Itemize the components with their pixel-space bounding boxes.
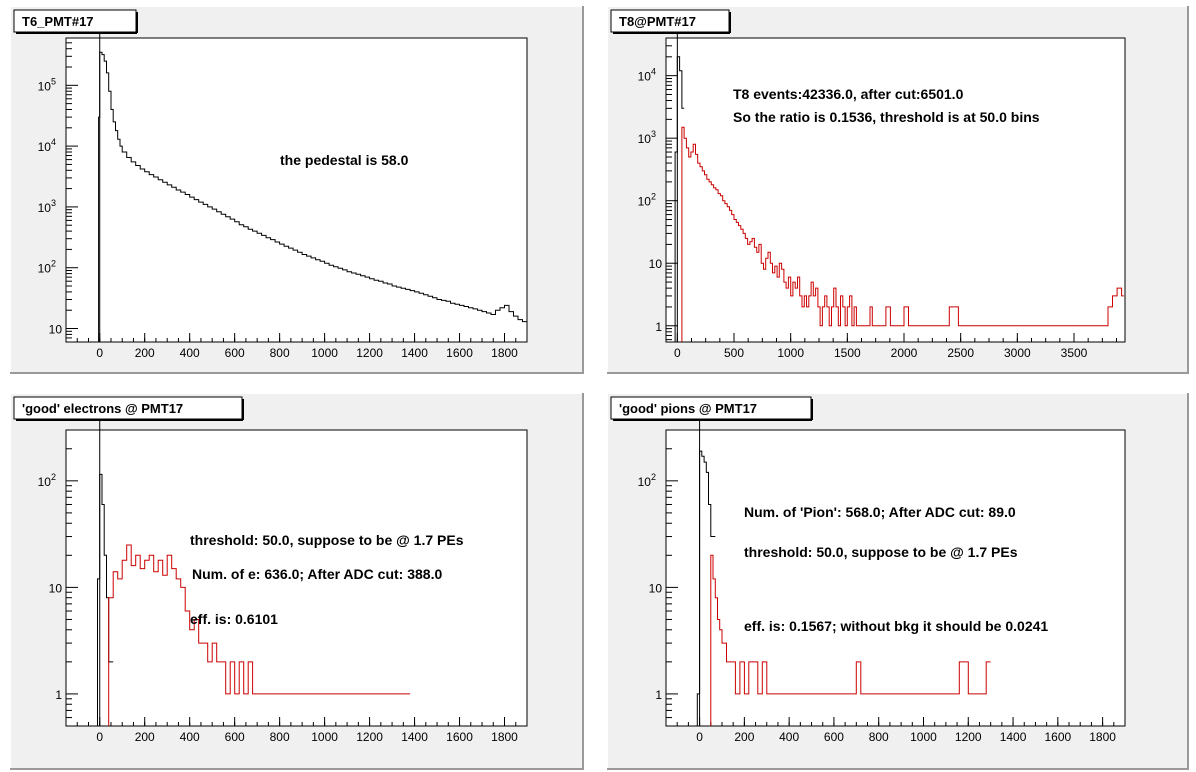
panel-title: T8@PMT#17 bbox=[619, 14, 696, 29]
x-tick-label: 800 bbox=[270, 346, 290, 360]
x-tick-label: 400 bbox=[779, 730, 799, 744]
x-tick-label: 800 bbox=[869, 730, 889, 744]
y-tick-label: 103 bbox=[38, 198, 56, 215]
x-tick-label: 3000 bbox=[1004, 346, 1031, 360]
plot-frame bbox=[665, 429, 1126, 727]
y-tick-label: 10 bbox=[649, 257, 663, 271]
pad-bevel-light bbox=[606, 392, 1188, 769]
x-tick-label: 0 bbox=[674, 346, 681, 360]
histogram-panel: 0 200 400 600 800 1000 1200 1400 1600 1800 1 10 102 '… bbox=[606, 392, 1189, 770]
x-tick-label: 1000 bbox=[311, 730, 338, 744]
histogram-series-line bbox=[681, 126, 1124, 342]
x-tick-label: 1600 bbox=[1044, 730, 1071, 744]
panel-title: 'good' pions @ PMT17 bbox=[619, 401, 757, 416]
histogram-panel: 0 200 400 600 800 1000 1200 1400 1600 1800 10 102 10… bbox=[9, 5, 584, 374]
histogram-series-line bbox=[108, 544, 411, 726]
x-tick-label: 1200 bbox=[356, 346, 383, 360]
panel-title: 'good' electrons @ PMT17 bbox=[22, 401, 183, 416]
y-tick-label: 104 bbox=[638, 67, 656, 84]
plot-frame bbox=[65, 429, 528, 727]
x-tick-label: 1800 bbox=[491, 346, 518, 360]
y-tick-label: 102 bbox=[638, 472, 656, 489]
y-tick-label: 102 bbox=[38, 472, 56, 489]
histogram-series-line bbox=[710, 554, 991, 726]
pad-bevel-dark bbox=[10, 393, 584, 770]
x-tick-label: 1200 bbox=[955, 730, 982, 744]
y-tick-label: 1 bbox=[655, 320, 662, 334]
annotation-text: T8 events:42336.0, after cut:6501.0 bbox=[733, 86, 964, 102]
y-tick-label: 10 bbox=[49, 323, 63, 337]
x-tick-label: 600 bbox=[225, 346, 245, 360]
x-tick-label: 1800 bbox=[491, 730, 518, 744]
x-tick-label: 1500 bbox=[834, 346, 861, 360]
y-tick-label: 105 bbox=[38, 76, 56, 93]
annotation-text: eff. is: 0.6101 bbox=[190, 611, 278, 627]
x-tick-label: 1400 bbox=[1000, 730, 1027, 744]
pad-bevel-dark bbox=[10, 6, 584, 374]
y-tick-label: 10 bbox=[49, 581, 63, 595]
y-tick-label: 102 bbox=[638, 192, 656, 209]
annotation-text: Num. of 'Pion': 568.0; After ADC cut: 89… bbox=[744, 504, 1016, 520]
x-tick-label: 1400 bbox=[401, 730, 428, 744]
plot-frame bbox=[65, 37, 528, 343]
y-tick-label: 1 bbox=[655, 688, 662, 702]
y-tick-label: 10 bbox=[649, 581, 663, 595]
x-tick-label: 600 bbox=[225, 730, 245, 744]
annotation-text: So the ratio is 0.1536, threshold is at … bbox=[733, 109, 1040, 125]
y-tick-label: 1 bbox=[55, 688, 62, 702]
x-tick-label: 2000 bbox=[891, 346, 918, 360]
plot-frame bbox=[665, 37, 1126, 343]
annotation-text: eff. is: 0.1567; without bkg it should b… bbox=[744, 618, 1048, 634]
annotation-text: the pedestal is 58.0 bbox=[280, 152, 409, 168]
x-tick-label: 0 bbox=[696, 730, 703, 744]
histogram-series-line bbox=[98, 51, 528, 342]
annotation-text: threshold: 50.0, suppose to be @ 1.7 PEs bbox=[744, 544, 1018, 560]
x-tick-label: 1000 bbox=[777, 346, 804, 360]
x-tick-label: 1600 bbox=[446, 730, 473, 744]
x-tick-label: 1400 bbox=[401, 346, 428, 360]
x-tick-label: 0 bbox=[96, 346, 103, 360]
x-tick-label: 2500 bbox=[947, 346, 974, 360]
x-tick-label: 200 bbox=[734, 730, 754, 744]
x-tick-label: 3500 bbox=[1061, 346, 1088, 360]
x-tick-label: 1800 bbox=[1089, 730, 1116, 744]
y-tick-label: 102 bbox=[38, 259, 56, 276]
x-tick-label: 200 bbox=[135, 346, 155, 360]
panel-title: T6_PMT#17 bbox=[22, 14, 94, 29]
x-tick-label: 1000 bbox=[311, 346, 338, 360]
pad-bevel-light bbox=[606, 5, 1188, 373]
x-tick-label: 400 bbox=[180, 346, 200, 360]
pad-bevel-dark bbox=[607, 393, 1189, 770]
histogram-panel: 0 500 1000 1500 2000 2500 3000 3500 1 10 102 103 104… bbox=[606, 5, 1189, 374]
x-tick-label: 200 bbox=[135, 730, 155, 744]
x-tick-label: 1600 bbox=[446, 346, 473, 360]
histogram-panel: 0 200 400 600 800 1000 1200 1400 1600 1800 1 10 102 '… bbox=[9, 392, 584, 770]
annotation-text: Num. of e: 636.0; After ADC cut: 388.0 bbox=[192, 566, 442, 582]
pad-bevel-light bbox=[9, 5, 583, 373]
x-tick-label: 400 bbox=[180, 730, 200, 744]
histogram-series-line bbox=[674, 56, 685, 342]
x-tick-label: 1000 bbox=[910, 730, 937, 744]
pad-bevel-dark bbox=[607, 6, 1189, 374]
pad-bevel-light bbox=[9, 392, 583, 769]
x-tick-label: 800 bbox=[270, 730, 290, 744]
x-tick-label: 600 bbox=[824, 730, 844, 744]
y-tick-label: 103 bbox=[638, 129, 656, 146]
y-tick-label: 104 bbox=[38, 137, 56, 154]
x-tick-label: 0 bbox=[96, 730, 103, 744]
x-tick-label: 500 bbox=[724, 346, 744, 360]
annotation-text: threshold: 50.0, suppose to be @ 1.7 PEs bbox=[190, 532, 464, 548]
x-tick-label: 1200 bbox=[356, 730, 383, 744]
